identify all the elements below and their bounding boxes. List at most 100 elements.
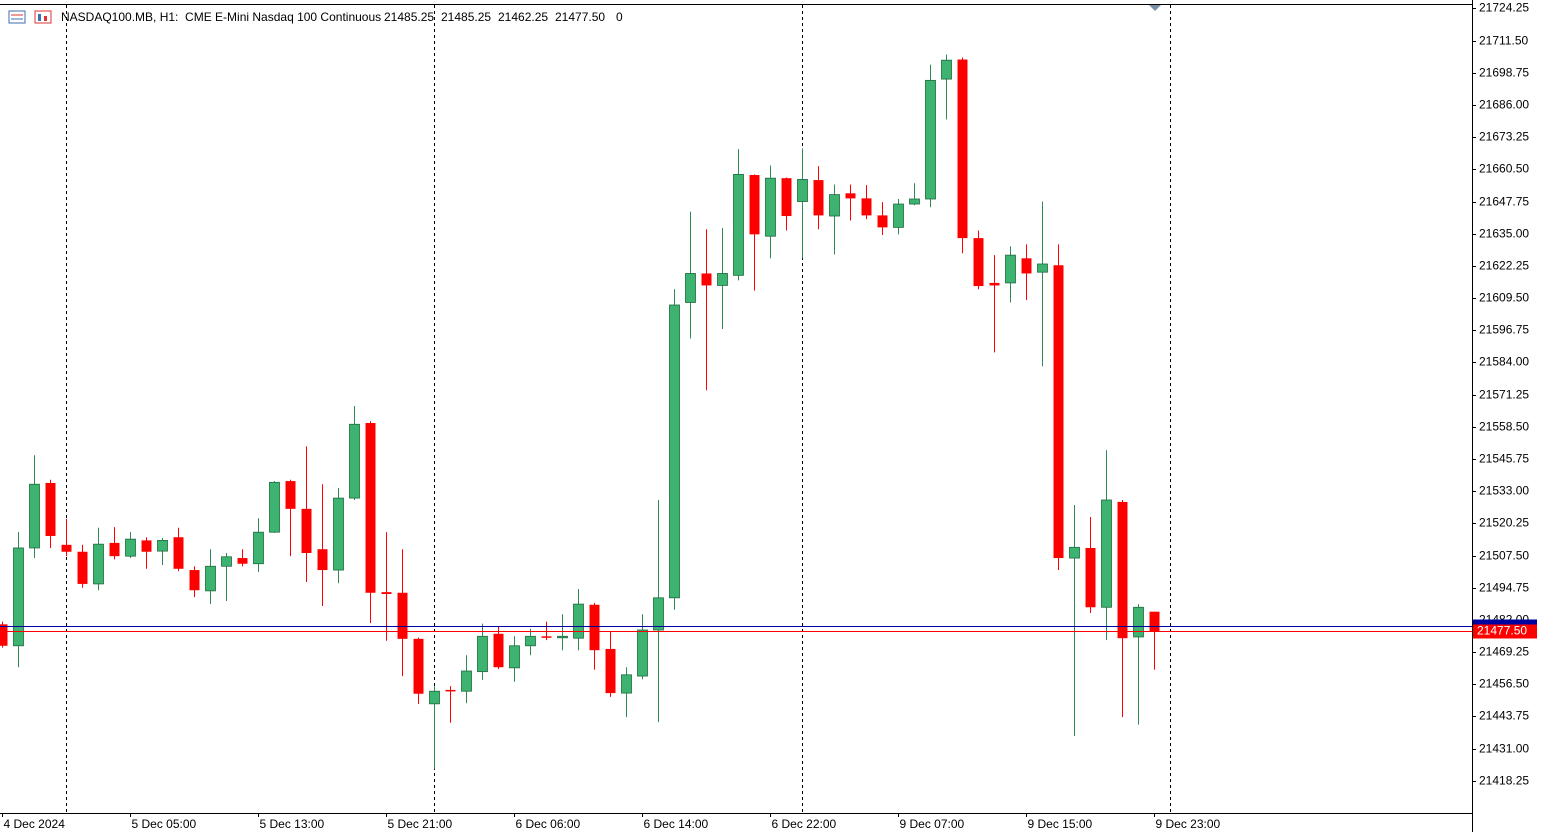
candle-body <box>269 481 280 533</box>
header-volume: 0 <box>616 10 623 24</box>
icon-bar <box>38 14 41 21</box>
candle-body <box>29 483 40 549</box>
candle-body <box>925 79 936 200</box>
y-tick-label: 21507.50 <box>1479 549 1529 563</box>
candle-body <box>333 497 344 571</box>
candle-body <box>829 194 840 217</box>
y-tick-label: 21673.25 <box>1479 130 1529 144</box>
candle-body <box>1069 546 1080 559</box>
candle-body <box>317 549 328 571</box>
candle-body <box>1149 611 1160 632</box>
header-high: 21485.25 <box>441 10 491 24</box>
candle-body <box>1117 501 1128 639</box>
icon-bar <box>44 16 47 21</box>
candle-body <box>909 198 920 205</box>
candle-body <box>1021 258 1032 274</box>
candle-body <box>989 282 1000 286</box>
x-tick-label: 6 Dec 14:00 <box>644 817 709 831</box>
candles <box>0 54 1160 769</box>
y-tick-label: 21635.00 <box>1479 227 1529 241</box>
icon <box>8 10 26 24</box>
header-icons <box>8 10 52 24</box>
y-tick-label: 21520.25 <box>1479 516 1529 530</box>
candle-body <box>573 603 584 639</box>
candle-body <box>653 597 664 631</box>
y-tick-label: 21647.75 <box>1479 195 1529 209</box>
candle-body <box>1085 547 1096 608</box>
candle-body <box>1005 254 1016 284</box>
candle-body <box>461 670 472 692</box>
candle-body <box>589 604 600 651</box>
shift-marker <box>1149 5 1161 11</box>
candle-body <box>637 629 648 677</box>
candle-body <box>429 690 440 705</box>
candle-body <box>973 238 984 287</box>
x-tick-label: 4 Dec 2024 <box>4 817 66 831</box>
candle-body <box>445 689 456 692</box>
header-open: 21485.25 <box>384 10 434 24</box>
last-price-label: 21477.50 <box>1477 624 1527 638</box>
y-tick-label: 21686.00 <box>1479 98 1529 112</box>
candle-body <box>157 539 168 552</box>
x-tick-label: 6 Dec 06:00 <box>516 817 581 831</box>
header-low: 21462.25 <box>498 10 548 24</box>
y-tick-label: 21698.75 <box>1479 66 1529 80</box>
candle-body <box>477 635 488 673</box>
y-tick-label: 21558.50 <box>1479 420 1529 434</box>
candle-body <box>237 558 248 564</box>
y-tick-label: 21469.25 <box>1479 645 1529 659</box>
candle-body <box>797 179 808 202</box>
candle-body <box>845 193 856 199</box>
candle-body <box>493 633 504 668</box>
candle-body <box>253 531 264 565</box>
candle-body <box>365 423 376 593</box>
candle-body <box>301 508 312 554</box>
candle-body <box>1133 606 1144 638</box>
candle-body <box>109 542 120 557</box>
candle-body <box>813 180 824 216</box>
candle-body <box>93 543 104 585</box>
y-tick-label: 21622.25 <box>1479 259 1529 273</box>
y-tick-label: 21584.00 <box>1479 355 1529 369</box>
candle-body <box>621 674 632 694</box>
candle-body <box>749 175 760 235</box>
candle-body <box>189 570 200 591</box>
candle-body <box>1101 499 1112 608</box>
candle-body <box>221 556 232 567</box>
candle-body <box>205 565 216 592</box>
y-tick-label: 21418.25 <box>1479 774 1529 788</box>
candle-body <box>285 481 296 509</box>
x-tick-label: 5 Dec 21:00 <box>388 817 453 831</box>
x-tick-label: 9 Dec 23:00 <box>1156 817 1221 831</box>
y-tick-label: 21456.50 <box>1479 677 1529 691</box>
chart-title: NASDAQ100.MB, H1: CME E-Mini Nasdaq 100 … <box>61 10 381 24</box>
candle-body <box>13 547 24 647</box>
candle-body <box>349 423 360 499</box>
candle-body <box>413 638 424 694</box>
candle-body <box>733 173 744 276</box>
x-tick-label: 9 Dec 15:00 <box>1028 817 1093 831</box>
candle-body <box>1037 263 1048 273</box>
y-tick-label: 21724.25 <box>1479 1 1529 15</box>
candle-body <box>877 215 888 228</box>
candle-body <box>557 635 568 639</box>
candle-body <box>717 273 728 286</box>
y-tick-label: 21571.25 <box>1479 388 1529 402</box>
candle-body <box>1053 265 1064 559</box>
x-tick-label: 6 Dec 22:00 <box>772 817 837 831</box>
candle-body <box>397 592 408 639</box>
candle-body <box>141 540 152 552</box>
candle-body <box>541 636 552 638</box>
candle-body <box>125 538 136 557</box>
candle-body <box>765 177 776 237</box>
icon <box>34 10 52 24</box>
candle-body <box>685 273 696 303</box>
y-tick-label: 21494.75 <box>1479 581 1529 595</box>
candle-body <box>669 304 680 599</box>
candle-body <box>941 59 952 80</box>
candle-body <box>45 482 56 536</box>
y-tick-label: 21711.50 <box>1479 34 1528 48</box>
